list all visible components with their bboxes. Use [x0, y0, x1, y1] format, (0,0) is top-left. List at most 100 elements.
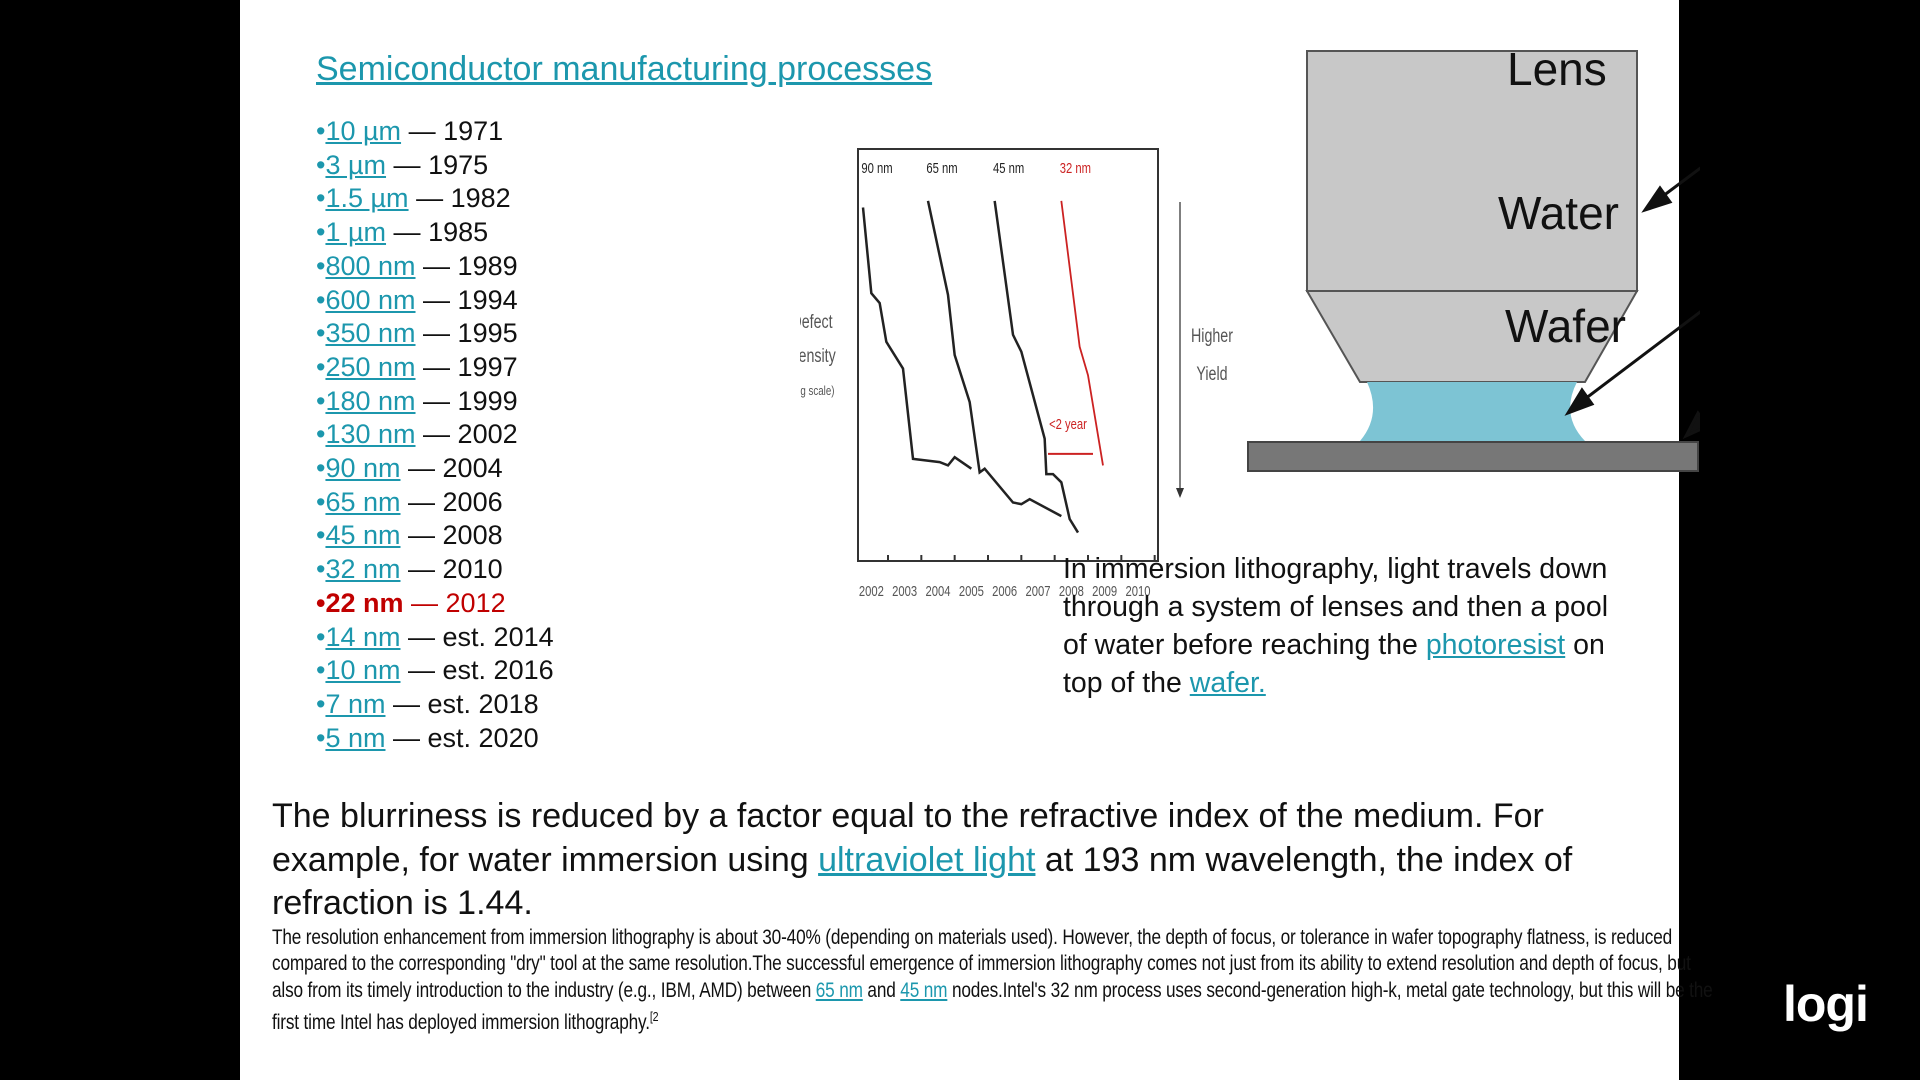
photoresist-link[interactable]: photoresist	[1425, 629, 1566, 661]
lens-arrow	[1654, 166, 1700, 204]
resolution-paragraph: The resolution enhancement from immersio…	[272, 925, 1715, 1036]
year: est. 2014	[442, 621, 554, 652]
node-link[interactable]: 5 nm	[325, 722, 386, 753]
list-item: •3 µm — 1975	[316, 149, 554, 183]
year: 2008	[442, 520, 503, 551]
node-year: — 2004	[408, 453, 503, 483]
node-link[interactable]: 10 µm	[325, 116, 402, 146]
list-item: •1 µm — 1985	[316, 216, 554, 250]
year: 2012	[445, 587, 506, 618]
bullet: •	[316, 520, 326, 551]
node-link[interactable]: 800 nm	[325, 250, 416, 281]
bullet: •	[316, 149, 326, 180]
series-line-90nm	[861, 207, 973, 470]
ultraviolet-light-link[interactable]: ultraviolet light	[818, 840, 1036, 879]
node-year: — 1997	[423, 352, 518, 382]
list-item: •180 nm — 1999	[316, 385, 554, 419]
node-link[interactable]: 14 nm	[325, 621, 401, 652]
immersion-diagram	[1247, 50, 1700, 472]
dash: —	[423, 318, 451, 349]
x-tick-label: 2002	[859, 582, 884, 599]
bullet: •	[316, 587, 326, 618]
node-year: — 1999	[423, 386, 518, 416]
list-item: •600 nm — 1994	[316, 284, 554, 318]
bullet: •	[316, 351, 326, 382]
node-year: — 2010	[408, 554, 503, 584]
node-year: — 1971	[409, 116, 504, 146]
x-tick-label: 2006	[992, 582, 1017, 599]
node-link[interactable]: 3 µm	[325, 149, 387, 180]
65nm-link[interactable]: 65 nm	[815, 978, 863, 1002]
bullet: •	[316, 621, 326, 652]
list-item: •250 nm — 1997	[316, 351, 554, 385]
lens-arrowhead-icon	[1641, 185, 1673, 213]
wafer-link[interactable]: wafer.	[1189, 667, 1266, 699]
node-year: — 2008	[408, 520, 503, 550]
x-tick-label: 2007	[1025, 582, 1050, 599]
text: The resolution enhancement from immersio…	[272, 926, 1691, 1002]
lens-body	[1306, 50, 1638, 292]
list-item: •22 nm — 2012	[316, 587, 554, 621]
lens-tip	[1305, 290, 1639, 383]
bullet: •	[316, 385, 326, 416]
node-link[interactable]: 65 nm	[325, 486, 401, 517]
year: 1971	[443, 116, 504, 146]
list-item: •130 nm — 2002	[316, 418, 554, 452]
node-link[interactable]: 7 nm	[325, 688, 386, 719]
year: 2002	[457, 419, 518, 450]
list-item: •5 nm — est. 2020	[316, 722, 554, 756]
year: est. 2016	[442, 655, 554, 686]
series-line-45nm	[993, 200, 1080, 534]
list-item: •800 nm — 1989	[316, 250, 554, 284]
text: at 193 nm wavelength, the index of refra…	[272, 840, 1573, 923]
node-link[interactable]: 350 nm	[325, 318, 416, 349]
node-link[interactable]: 22 nm	[325, 587, 404, 618]
year: 2006	[442, 486, 503, 517]
dash: —	[423, 250, 451, 281]
node-link[interactable]: 600 nm	[325, 284, 416, 315]
node-year: — est. 2016	[408, 655, 554, 685]
year: 1994	[457, 284, 518, 315]
x-tick-label: 2004	[925, 582, 950, 599]
bullet: •	[316, 453, 326, 484]
node-link[interactable]: 10 nm	[325, 655, 401, 686]
text: on top of the	[1063, 629, 1605, 699]
node-link[interactable]: 45 nm	[325, 520, 401, 551]
series-label: 45 nm	[993, 159, 1024, 176]
node-link[interactable]: 130 nm	[325, 419, 416, 450]
text: and	[862, 978, 901, 1002]
water-arrowhead-icon	[1564, 387, 1595, 416]
wafer	[1247, 441, 1699, 472]
list-item: •1.5 µm — 1982	[316, 182, 554, 216]
blurriness-paragraph: The blurriness is reduced by a factor eq…	[272, 795, 1672, 926]
node-link[interactable]: 180 nm	[325, 385, 416, 416]
slide: Semiconductor manufacturing processes •1…	[240, 0, 1713, 1080]
node-year: — 1985	[394, 217, 489, 247]
year: 2010	[442, 554, 503, 585]
node-link[interactable]: 250 nm	[325, 351, 416, 382]
node-link[interactable]: 1.5 µm	[325, 183, 409, 214]
node-year: — 1989	[423, 251, 518, 281]
higher-yield-label: Higher	[1191, 325, 1233, 346]
series-line-65nm	[926, 200, 1062, 518]
list-item: •7 nm — est. 2018	[316, 688, 554, 722]
series-label: 65 nm	[926, 159, 957, 176]
dash: —	[416, 183, 444, 214]
list-item: •350 nm — 1995	[316, 317, 554, 351]
year: est. 2020	[427, 722, 539, 753]
dash: —	[423, 419, 451, 450]
45nm-link[interactable]: 45 nm	[900, 978, 948, 1002]
dash: —	[408, 453, 436, 484]
wafer-arrowhead-icon	[1682, 410, 1700, 440]
bullet: •	[316, 318, 326, 349]
year: 1999	[457, 385, 518, 416]
year: 1982	[450, 183, 511, 214]
water-arrow	[1576, 310, 1700, 407]
citation[interactable]: [2	[649, 1008, 659, 1024]
slide-title[interactable]: Semiconductor manufacturing processes	[316, 50, 933, 88]
node-link[interactable]: 32 nm	[325, 554, 401, 585]
text: In immersion lithography, light travels …	[1063, 553, 1609, 661]
bullet: •	[316, 419, 326, 450]
node-link[interactable]: 1 µm	[325, 217, 387, 248]
node-link[interactable]: 90 nm	[325, 453, 401, 484]
